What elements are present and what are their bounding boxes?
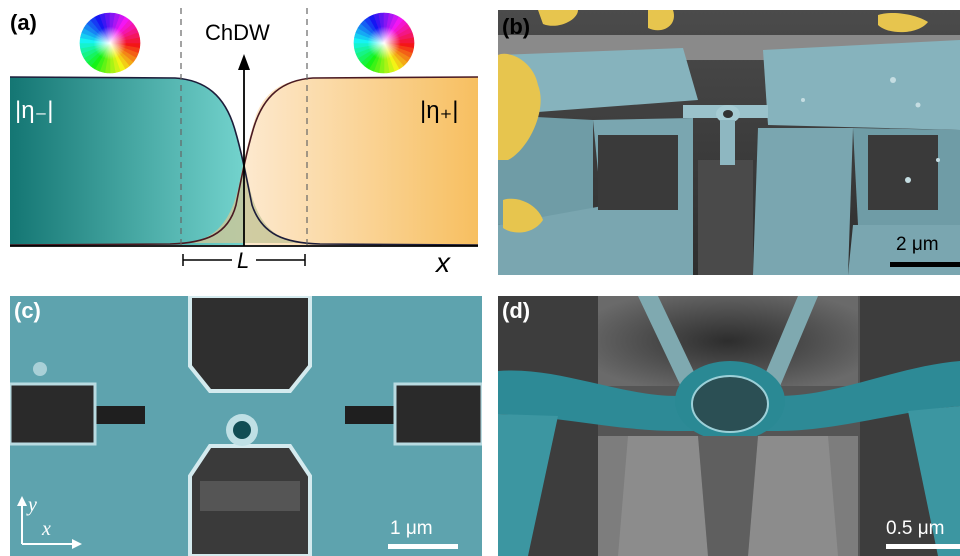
scale-bar (890, 262, 960, 267)
axis-x-label: x (42, 518, 51, 540)
domain-wall-schematic: (a) ChDW |η₋| |η₊| L x (9, 8, 479, 278)
sem-tilted-view (498, 10, 960, 275)
panel-label: (c) (14, 298, 41, 323)
scale-label: 1 μm (390, 518, 433, 539)
panel-d-sem-image: (d) 0.5 μm (498, 296, 960, 556)
axis-y-label: y (28, 494, 37, 516)
panel-b-sem-image: (b) 2 μm (498, 10, 960, 275)
panel-label: (b) (502, 14, 531, 39)
color-wheel-icon (79, 12, 141, 74)
panel-label: (a) (10, 10, 37, 35)
sem-closeup-view (498, 296, 960, 556)
eta-minus-region (10, 77, 244, 245)
scale-bar (388, 544, 458, 549)
sem-top-view (10, 296, 482, 556)
eta-plus-region (244, 77, 478, 245)
eta-plus-label: |η₊| (420, 97, 458, 124)
scale-label: 0.5 μm (886, 518, 945, 539)
panel-c-sem-image: (c) y x 1 μm (10, 296, 482, 556)
eta-minus-label: |η₋| (15, 97, 53, 124)
width-label: L (237, 248, 249, 273)
scale-label: 2 μm (896, 234, 939, 255)
panel-label: (d) (502, 298, 531, 323)
color-wheel-icon (353, 12, 415, 74)
wall-title: ChDW (205, 20, 270, 45)
panel-a-schematic: (a) ChDW |η₋| |η₊| L x (0, 0, 490, 285)
axes-indicator-icon (17, 496, 82, 549)
x-axis-label: x (434, 247, 451, 278)
scale-bar (886, 544, 960, 549)
y-axis-arrow-icon (238, 54, 250, 70)
